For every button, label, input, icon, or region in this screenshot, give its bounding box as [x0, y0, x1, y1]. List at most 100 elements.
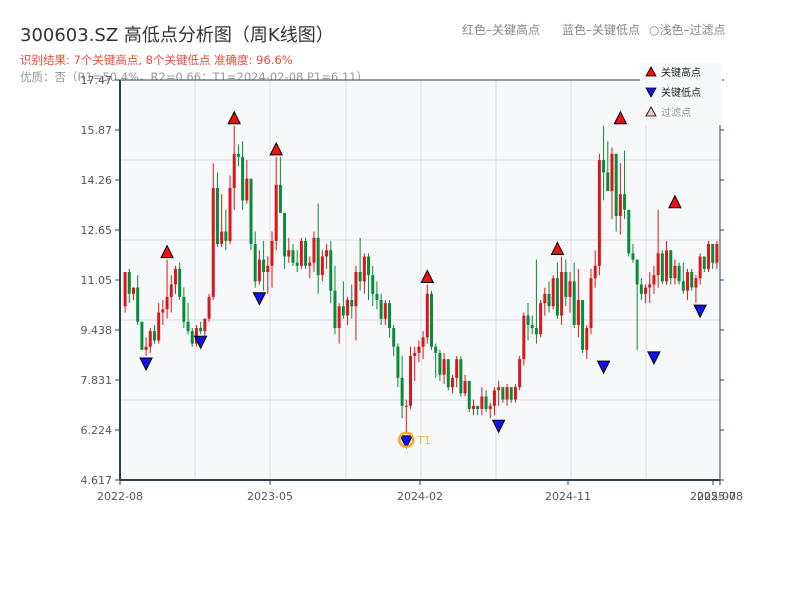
- key-high-marker-icon: [668, 194, 682, 209]
- candle-body: [442, 359, 446, 375]
- candle-body: [400, 377, 404, 406]
- candle-body: [652, 275, 656, 285]
- candle-body: [488, 405, 492, 409]
- candle-body: [421, 337, 425, 347]
- x-tick-label: 2024-02: [397, 490, 443, 503]
- candle-body: [341, 306, 345, 316]
- candle-body: [123, 272, 127, 307]
- candle-body: [534, 328, 538, 335]
- candle-body: [614, 153, 618, 216]
- candle-body: [492, 390, 496, 406]
- candle-body: [707, 244, 711, 269]
- candle-body: [346, 300, 350, 316]
- candle-body: [224, 231, 228, 241]
- candle-body: [463, 380, 467, 394]
- candle-body: [413, 352, 417, 357]
- candle-body: [320, 256, 324, 276]
- candle-body: [236, 153, 240, 157]
- candle-body: [471, 405, 475, 409]
- candle-body: [165, 296, 169, 310]
- candle-body: [576, 300, 580, 325]
- candle-body: [404, 405, 408, 407]
- candle-body: [211, 187, 215, 297]
- candle-body: [392, 328, 396, 347]
- key-high-marker-icon: [613, 110, 628, 125]
- candle-body: [547, 293, 551, 307]
- candle-body: [283, 212, 287, 257]
- candle-body: [606, 172, 610, 192]
- key-high-marker-icon: [160, 244, 174, 259]
- candle-body: [455, 359, 459, 378]
- candle-body: [513, 387, 517, 400]
- candle-body: [232, 153, 236, 188]
- candle-body: [635, 259, 639, 285]
- plot-background: [120, 80, 720, 480]
- candle-body: [623, 194, 627, 210]
- result-summary: 识别结果: 7个关键高点, 8个关键低点 准确度: 96.6%: [20, 53, 293, 67]
- candle-body: [207, 296, 211, 319]
- candle-body: [245, 178, 249, 201]
- y-tick-label: 4.617: [81, 474, 113, 487]
- key-point-markers: T1: [139, 110, 707, 449]
- candle-body: [350, 300, 354, 307]
- candle-body: [304, 240, 308, 266]
- candle-body: [539, 303, 543, 335]
- candle-body: [429, 293, 433, 347]
- candle-body: [173, 268, 177, 285]
- candle-body: [564, 272, 568, 297]
- key-high-marker-icon: [269, 141, 284, 156]
- candle-body: [249, 178, 253, 245]
- candle-body: [354, 272, 358, 307]
- candle-body: [627, 209, 631, 254]
- candle-body: [526, 315, 530, 325]
- candle-body: [505, 387, 509, 400]
- candle-body: [589, 278, 593, 329]
- chart-title: 300603.SZ 高低点分析图（周K线图）: [20, 25, 334, 46]
- candle-body: [325, 250, 329, 257]
- legend-red-high: 红色–关键高点: [462, 23, 541, 37]
- candle-body: [446, 359, 450, 388]
- x-tick-label: 2025-08: [697, 490, 743, 503]
- x-tick-label: 2023-05: [247, 490, 293, 503]
- candle-body: [585, 328, 589, 350]
- candle-body: [694, 278, 698, 288]
- candle-body: [291, 250, 295, 263]
- candle-body: [434, 346, 438, 353]
- candle-body: [169, 284, 173, 297]
- candle-body: [484, 396, 488, 409]
- legend-label: 关键高点: [661, 66, 701, 79]
- candle-body: [518, 359, 522, 388]
- candle-body: [602, 159, 606, 173]
- candle-body: [467, 380, 471, 409]
- candle-body: [190, 331, 194, 344]
- candle-body: [127, 272, 131, 294]
- candle-body: [375, 293, 379, 301]
- candles: [123, 125, 719, 434]
- candle-body: [362, 256, 366, 282]
- candle-body: [669, 250, 673, 279]
- candle-body: [136, 287, 140, 322]
- y-tick-label: 6.224: [81, 424, 113, 437]
- legend-label: 过滤点: [661, 106, 691, 119]
- key-low-marker-icon: [693, 304, 707, 319]
- legend-marker-icon: [645, 66, 657, 77]
- candle-body: [178, 268, 182, 297]
- candle-body: [476, 405, 480, 409]
- axes: 17.47 15.87 14.26 12.65 11.05 9.438 7.831 6.224…: [81, 74, 743, 503]
- candle-body: [186, 321, 190, 332]
- candle-body: [480, 396, 484, 409]
- candle-body: [148, 331, 152, 347]
- candle-body: [253, 244, 257, 282]
- candle-body: [182, 296, 186, 322]
- candle-body: [631, 253, 635, 260]
- candle-body: [677, 265, 681, 282]
- legend-label: 关键低点: [661, 86, 701, 99]
- candle-body: [555, 278, 559, 316]
- candle-body: [686, 272, 690, 291]
- candle-body: [618, 194, 622, 216]
- candle-body: [438, 352, 442, 375]
- candle-body: [278, 184, 282, 213]
- candle-body: [241, 156, 245, 201]
- candle-body: [409, 356, 413, 406]
